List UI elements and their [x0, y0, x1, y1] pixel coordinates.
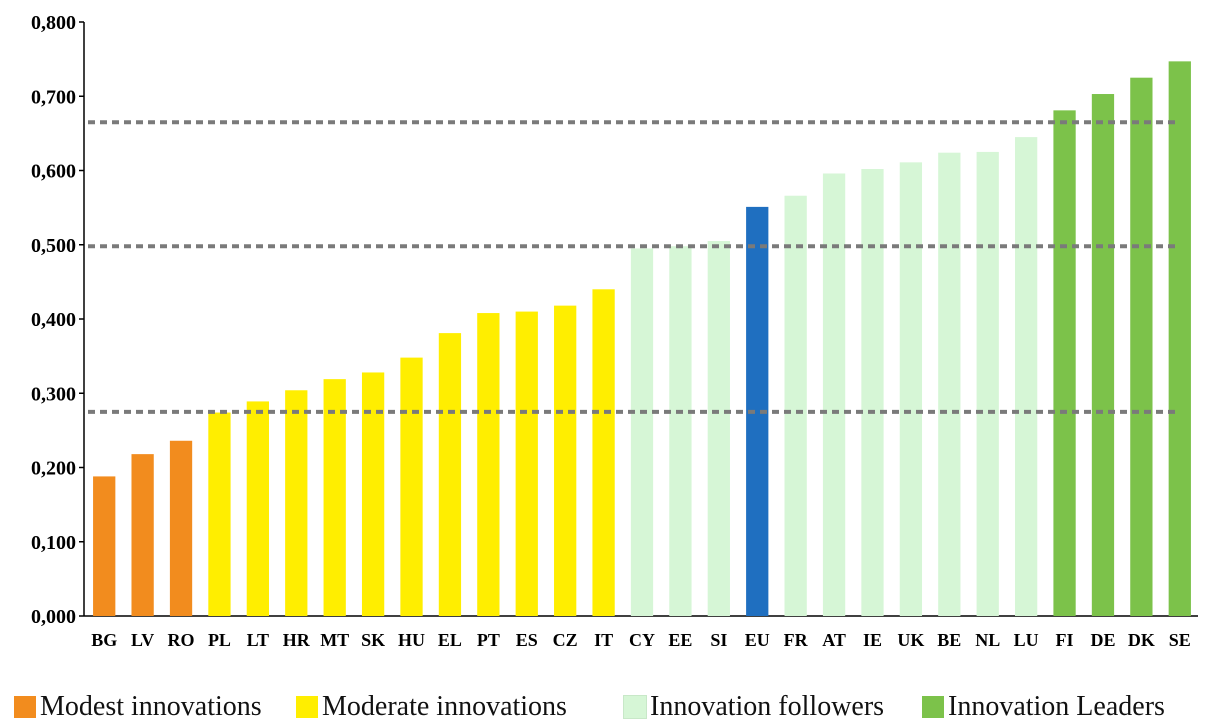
- bar-fr: [784, 195, 807, 616]
- bar-lt: [246, 401, 270, 616]
- legend-label-followers: Innovation followers: [650, 691, 885, 722]
- x-tick-label: IT: [594, 630, 613, 650]
- bar-lv: [131, 454, 154, 616]
- bar-es: [515, 311, 538, 616]
- y-tick-label: 0,100: [31, 532, 76, 554]
- bar-hu: [400, 357, 423, 616]
- legend-label-moderate: Moderate innovations: [322, 691, 567, 722]
- x-tick-label: EU: [745, 630, 770, 650]
- bar-se: [1168, 61, 1191, 617]
- bar-ro: [169, 440, 193, 616]
- legend-label-modest: Modest innovations: [40, 691, 262, 722]
- bar-ie: [861, 169, 884, 616]
- x-tick-label: LU: [1014, 630, 1039, 650]
- legend-item-followers: Innovation followers: [623, 690, 885, 724]
- y-tick-label: 0,300: [31, 383, 76, 405]
- y-tick-label: 0,400: [31, 309, 76, 331]
- legend-swatch-leaders: [922, 696, 944, 718]
- legend-item-modest: Modest innovations: [14, 690, 262, 724]
- x-tick-label: HU: [398, 630, 425, 650]
- y-tick-label: 0,700: [31, 86, 76, 108]
- x-tick-label: NL: [975, 630, 1000, 650]
- x-tick-label: DK: [1128, 630, 1155, 650]
- bar-sk: [361, 372, 385, 616]
- y-tick-label: 0,200: [31, 458, 76, 480]
- x-tick-label: HR: [283, 630, 311, 650]
- bar-hr: [285, 390, 308, 616]
- legend-item-moderate: Moderate innovations: [296, 690, 567, 724]
- x-tick-label: LV: [131, 630, 154, 650]
- x-tick-label: MT: [320, 630, 349, 650]
- x-tick-label: EE: [668, 630, 692, 650]
- x-tick-label: FI: [1056, 630, 1074, 650]
- bar-el: [438, 333, 462, 616]
- x-tick-label: SI: [710, 630, 727, 650]
- x-tick-label: DE: [1090, 630, 1115, 650]
- x-tick-label: SK: [361, 630, 385, 650]
- legend-label-leaders: Innovation Leaders: [948, 691, 1165, 722]
- chart-legend: Modest innovations Moderate innovations …: [0, 690, 1205, 724]
- bar-de: [1091, 94, 1115, 616]
- chart-canvas: 0,000 0,100 0,200 0,300 0,400 0,500 0,600 0,700…: [31, 12, 1198, 650]
- y-tick-label: 0,500: [31, 235, 76, 257]
- y-tick-label: 0,000: [31, 606, 76, 628]
- bar-be: [938, 152, 961, 616]
- x-tick-label: EL: [438, 630, 462, 650]
- bar-eu: [746, 206, 769, 616]
- x-tick-label: CZ: [553, 630, 578, 650]
- y-tick-label: 0,800: [31, 12, 76, 34]
- bar-pl: [208, 412, 231, 616]
- x-tick-label: PL: [208, 630, 231, 650]
- bar-at: [822, 173, 846, 616]
- x-tick-label: BE: [937, 630, 961, 650]
- bar-uk: [899, 162, 923, 616]
- x-tick-label: PT: [477, 630, 500, 650]
- bar-pt: [477, 313, 500, 616]
- bar-lu: [1014, 137, 1038, 616]
- legend-item-leaders: Innovation Leaders: [922, 690, 1165, 724]
- x-tick-label: RO: [168, 630, 195, 650]
- legend-swatch-followers: [623, 695, 647, 719]
- bar-mt: [323, 379, 346, 616]
- x-tick-label: UK: [897, 630, 924, 650]
- x-tick-label: CY: [629, 630, 655, 650]
- bar-cy: [630, 248, 654, 616]
- legend-swatch-modest: [14, 696, 36, 718]
- bar-bg: [93, 476, 116, 616]
- y-tick-label: 0,600: [31, 161, 76, 183]
- bar-nl: [976, 151, 999, 616]
- x-tick-label: AT: [822, 630, 846, 650]
- bar-fi: [1053, 110, 1076, 617]
- bar-cz: [554, 305, 577, 616]
- x-tick-label: SE: [1169, 630, 1191, 650]
- x-tick-label: LT: [247, 630, 269, 650]
- x-tick-label: BG: [91, 630, 117, 650]
- x-tick-label: ES: [516, 630, 538, 650]
- bar-si: [707, 241, 730, 616]
- legend-swatch-moderate: [296, 696, 318, 718]
- bar-it: [592, 289, 615, 616]
- x-tick-label: IE: [863, 630, 882, 650]
- x-tick-label: FR: [784, 630, 809, 650]
- bar-dk: [1130, 77, 1153, 616]
- bar-ee: [669, 246, 692, 617]
